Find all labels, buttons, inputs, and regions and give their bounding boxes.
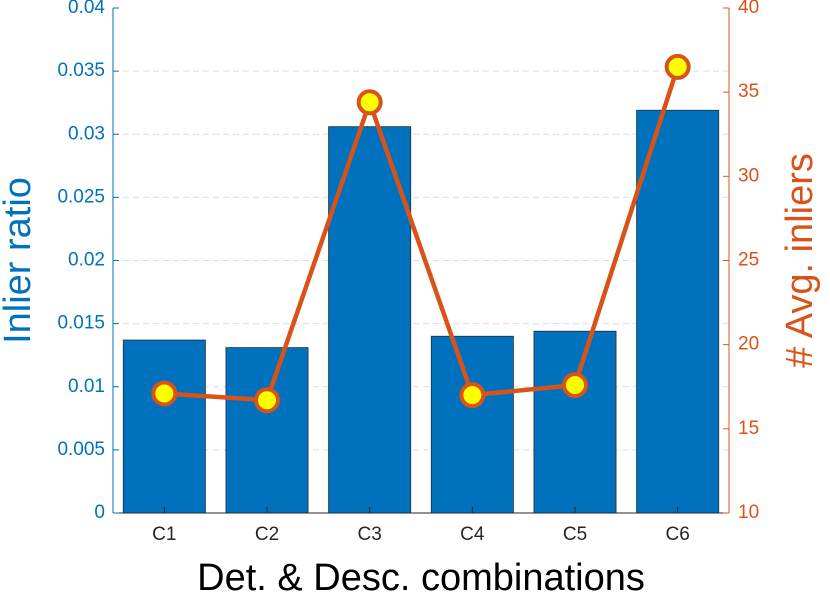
left-y-axis-title: Inlier ratio	[0, 177, 39, 344]
bar-c1	[122, 339, 206, 514]
left-tick-label: 0.01	[68, 376, 105, 397]
right-tick-label: 15	[738, 418, 759, 439]
left-tick-label: 0.015	[57, 313, 105, 334]
left-tick-label: 0.04	[68, 0, 105, 18]
right-tick-label: 40	[738, 0, 759, 18]
right-tick-label: 20	[738, 334, 759, 355]
x-axis-title: Det. & Desc. combinations	[197, 557, 645, 599]
bar-c4	[430, 335, 514, 514]
right-tick-label: 10	[738, 502, 759, 523]
marker-c5	[562, 372, 588, 399]
marker-c6	[664, 53, 691, 80]
bar-c3	[328, 126, 412, 514]
bar-c6	[636, 109, 720, 514]
x-tick-label: C4	[460, 524, 485, 545]
axis-labels: Inlier ratio # Avg. inliers Det. & Desc. c…	[0, 153, 821, 599]
x-tick-label: C1	[152, 524, 176, 545]
left-tick-label: 0.035	[57, 60, 105, 81]
left-tick-label: 0.02	[68, 250, 105, 271]
x-tick-label: C2	[255, 524, 279, 545]
left-tick-label: 0	[94, 502, 105, 523]
marker-c2	[254, 387, 280, 414]
marker-c4	[459, 382, 486, 409]
marker-c1	[151, 380, 178, 407]
right-tick-label: 25	[738, 250, 759, 271]
x-tick-label: C6	[666, 524, 690, 545]
marker-c3	[356, 89, 383, 116]
grid-lines	[113, 70, 729, 451]
x-tick-label: C3	[358, 524, 382, 545]
line-series	[151, 53, 691, 414]
left-tick-label: 0.005	[57, 439, 105, 460]
avg-inliers-line	[164, 66, 680, 403]
ticks: 0 0.005 0.01 0.015 0.02 0.025 0.03 0.035 0.04 10 1…	[57, 0, 759, 545]
right-tick-label: 30	[738, 165, 759, 186]
left-tick-label: 0.025	[57, 186, 105, 207]
x-tick-label: C5	[563, 524, 587, 545]
left-tick-label: 0.03	[68, 123, 105, 144]
bar-c2	[225, 347, 309, 514]
bar-c5	[533, 330, 617, 514]
bar-series	[122, 109, 720, 514]
right-tick-label: 35	[738, 81, 759, 102]
right-y-axis-title: # Avg. inliers	[779, 153, 821, 368]
